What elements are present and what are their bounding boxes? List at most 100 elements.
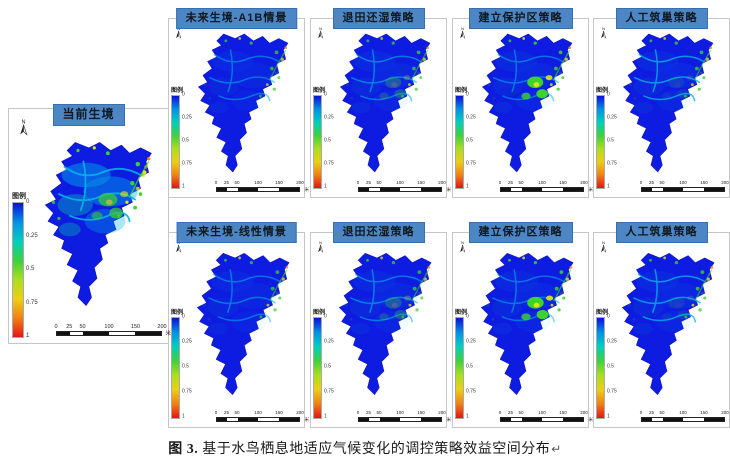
panel-title: 退田还湿策略	[332, 8, 425, 29]
scale-tick-label: 50	[376, 180, 382, 185]
habitat-map	[338, 252, 432, 396]
legend-tick-label: 0.25	[607, 114, 617, 121]
map-center-patch-layer	[521, 75, 553, 100]
legend-tick-label: 0.25	[182, 114, 192, 121]
svg-text:N: N	[602, 240, 605, 245]
map-panel-current-habitat: 当前生境 N	[8, 104, 171, 344]
map-panel-future-a1b: 未来生境-A1B情景 N	[168, 8, 309, 198]
scale-tick-label: 0	[356, 410, 360, 415]
legend-tick-label: 0	[324, 91, 327, 98]
legend-colorbar	[455, 95, 464, 189]
scale-bar-segments	[56, 331, 162, 336]
legend-tick-label: 1	[466, 413, 469, 420]
scale-tick-label: 50	[518, 180, 524, 185]
scale-tick-label: 150	[559, 180, 567, 185]
legend-tick-label: 0.75	[466, 388, 476, 395]
legend-colorbar	[171, 95, 180, 189]
map-panel-protected-area-linear: 建立保护区策略 N	[452, 222, 593, 428]
scale-tick-label: 25	[223, 180, 230, 185]
legend-tick-label: 0.5	[466, 363, 473, 370]
legend-colorbar	[313, 317, 322, 419]
legend-tick-label: 1	[324, 413, 327, 420]
scale-tick-label: 25	[223, 410, 230, 415]
legend-title: 图例	[596, 310, 609, 316]
legend-tick-label: 1	[607, 413, 610, 420]
legend: 图例 0 0.25 0.5 0.75 1	[171, 307, 196, 419]
map-center-patch-layer	[379, 75, 411, 100]
legend-tick-label: 0.25	[26, 232, 38, 239]
scale-tick-label: 150	[700, 410, 708, 415]
scale-bar-segments	[500, 417, 584, 422]
legend-tick-label: 0.5	[607, 137, 614, 144]
svg-text:N: N	[461, 26, 464, 31]
habitat-map	[339, 33, 431, 173]
scale-tick-label: 200	[580, 180, 588, 185]
legend-tick-label: 0.75	[607, 388, 617, 395]
svg-text:N: N	[319, 240, 322, 245]
north-arrow-icon: N	[460, 26, 466, 39]
scale-tick-label: 100	[104, 324, 114, 330]
scale-tick-label: 25	[365, 410, 372, 415]
legend-tick-label: 0.5	[607, 363, 614, 370]
map-panel-artificial-nest-linear: 人工筑巢策略 N	[593, 222, 730, 428]
scale-tick-label: 150	[700, 180, 708, 185]
scale-tick-label: 200	[157, 324, 167, 330]
map-river-layer	[351, 49, 422, 102]
map-panel-protected-area-a1b: 建立保护区策略 N	[452, 8, 593, 198]
map-edge-patch-layer	[366, 256, 431, 319]
scale-tick-label: 50	[659, 410, 665, 415]
legend-tick-label: 0.25	[182, 338, 192, 345]
scale-tick-label: 200	[721, 410, 729, 415]
legend-tick-label: 0.25	[324, 114, 334, 121]
map-area	[608, 242, 726, 406]
scale-unit: 米	[304, 187, 310, 192]
north-arrow-icon: N	[460, 240, 466, 253]
legend-tick-label: 0	[324, 313, 327, 320]
legend-tick-label: 0.25	[324, 338, 334, 345]
map-panel-wetland-restore-linear: 退田还湿策略 N	[310, 222, 451, 428]
svg-text:N: N	[602, 26, 605, 31]
legend-tick-label: 1	[26, 333, 30, 339]
scale-bar-segments	[641, 417, 725, 422]
scale-tick-label: 100	[538, 410, 546, 415]
map-mottle-layer	[203, 51, 285, 114]
svg-text:N: N	[461, 240, 464, 245]
scale-tick-label: 0	[356, 180, 360, 185]
map-area	[183, 242, 301, 406]
north-arrow-icon: N	[20, 119, 28, 136]
legend-tick-label: 0.75	[182, 388, 192, 395]
scale-unit: 米	[165, 331, 171, 337]
map-area	[467, 242, 585, 406]
scale-tick-label: 50	[234, 410, 240, 415]
legend-tick-label: 0.75	[466, 160, 476, 167]
legend-colorbar	[12, 202, 24, 338]
scale-tick-label: 200	[580, 410, 588, 415]
legend-tick-label: 0.5	[26, 266, 35, 272]
caption-text: 基于水鸟栖息地适应气候变化的调控策略效益空间分布	[198, 442, 551, 457]
scale-tick-label: 100	[396, 180, 404, 185]
scale-tick-label: 25	[648, 410, 655, 415]
legend-tick-label: 0.5	[466, 137, 473, 144]
scale-tick-label: 200	[296, 410, 304, 415]
scale-bar-segments	[641, 187, 725, 192]
legend-tick-label: 0.5	[182, 363, 189, 370]
map-area	[325, 27, 443, 179]
scale-tick-label: 150	[417, 410, 425, 415]
legend-tick-label: 0.75	[324, 160, 334, 167]
scale-unit: 米	[446, 417, 452, 422]
panel-title: 人工筑巢策略	[615, 8, 708, 29]
scale-unit: 米	[446, 187, 452, 192]
legend: 图例 0 0.25 0.5 0.75 1	[455, 307, 480, 419]
legend-colorbar	[455, 317, 464, 419]
habitat-map	[197, 33, 289, 173]
scale-tick-label: 150	[275, 180, 283, 185]
habitat-map	[480, 252, 574, 396]
scale-bar-segments	[358, 187, 442, 192]
north-arrow-icon: N	[601, 26, 607, 39]
map-area	[608, 27, 726, 179]
